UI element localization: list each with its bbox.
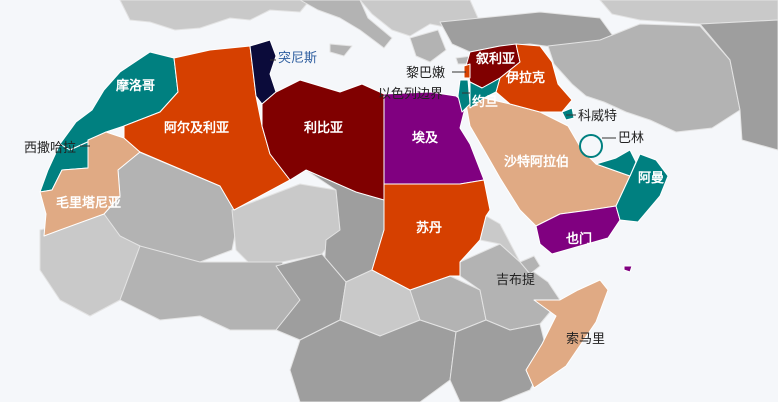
label-morocco: 摩洛哥 xyxy=(116,78,155,94)
label-western-sahara: 西撒哈拉 xyxy=(24,140,76,156)
country-oman[interactable] xyxy=(615,153,669,223)
label-kuwait: 科威特 xyxy=(578,109,617,124)
country-sudan[interactable] xyxy=(371,179,491,291)
pakistan-land xyxy=(699,19,778,151)
country-tunisia[interactable] xyxy=(249,39,277,105)
iran-land xyxy=(547,23,741,133)
label-somalia: 索马里 xyxy=(566,332,605,347)
label-bahrain: 巴林 xyxy=(618,131,644,146)
country-kuwait[interactable] xyxy=(561,107,575,121)
country-somalia[interactable] xyxy=(525,279,609,389)
country-uae xyxy=(595,149,637,177)
label-tunisia: 突尼斯 xyxy=(278,50,317,66)
label-oman: 阿曼 xyxy=(638,171,664,186)
label-jordan: 约旦 xyxy=(472,94,498,110)
leader-lines xyxy=(80,59,616,147)
country-yemen[interactable] xyxy=(535,205,621,255)
label-yemen: 也门 xyxy=(566,231,592,247)
label-iraq: 伊拉克 xyxy=(505,70,545,86)
kenya-land xyxy=(449,319,549,402)
label-algeria: 阿尔及利亚 xyxy=(164,120,229,136)
europe-land xyxy=(119,0,311,31)
country-lebanon[interactable] xyxy=(463,63,471,79)
country-socotra xyxy=(623,265,633,273)
highlighted-countries xyxy=(39,39,669,389)
label-mauritania: 毛里塔尼亚 xyxy=(56,195,121,211)
italy-land xyxy=(299,0,393,49)
country-israel-border[interactable] xyxy=(457,79,471,113)
country-iraq[interactable] xyxy=(495,43,573,113)
country-jordan[interactable] xyxy=(469,77,501,109)
label-libya: 利比亚 xyxy=(304,120,343,136)
turkey-land xyxy=(439,11,617,53)
sicily-land xyxy=(329,43,353,57)
djibouti-land xyxy=(519,255,541,275)
country-labels: 摩洛哥 西撒哈拉 毛里塔尼亚 阿尔及利亚 突尼斯 利比亚 埃及 苏丹 沙特阿拉伯… xyxy=(24,50,664,347)
label-israel-border: 以色列边界 xyxy=(378,86,443,102)
label-egypt: 埃及 xyxy=(412,130,439,146)
label-djibouti: 吉布提 xyxy=(496,272,535,288)
label-saudi-arabia: 沙特阿拉伯 xyxy=(504,154,569,170)
label-syria: 叙利亚 xyxy=(476,51,515,67)
bahrain-marker-ring[interactable] xyxy=(579,134,603,158)
label-lebanon: 黎巴嫩 xyxy=(406,66,445,81)
greece-land xyxy=(409,29,447,63)
background-land xyxy=(39,0,778,402)
label-sudan: 苏丹 xyxy=(416,220,442,236)
